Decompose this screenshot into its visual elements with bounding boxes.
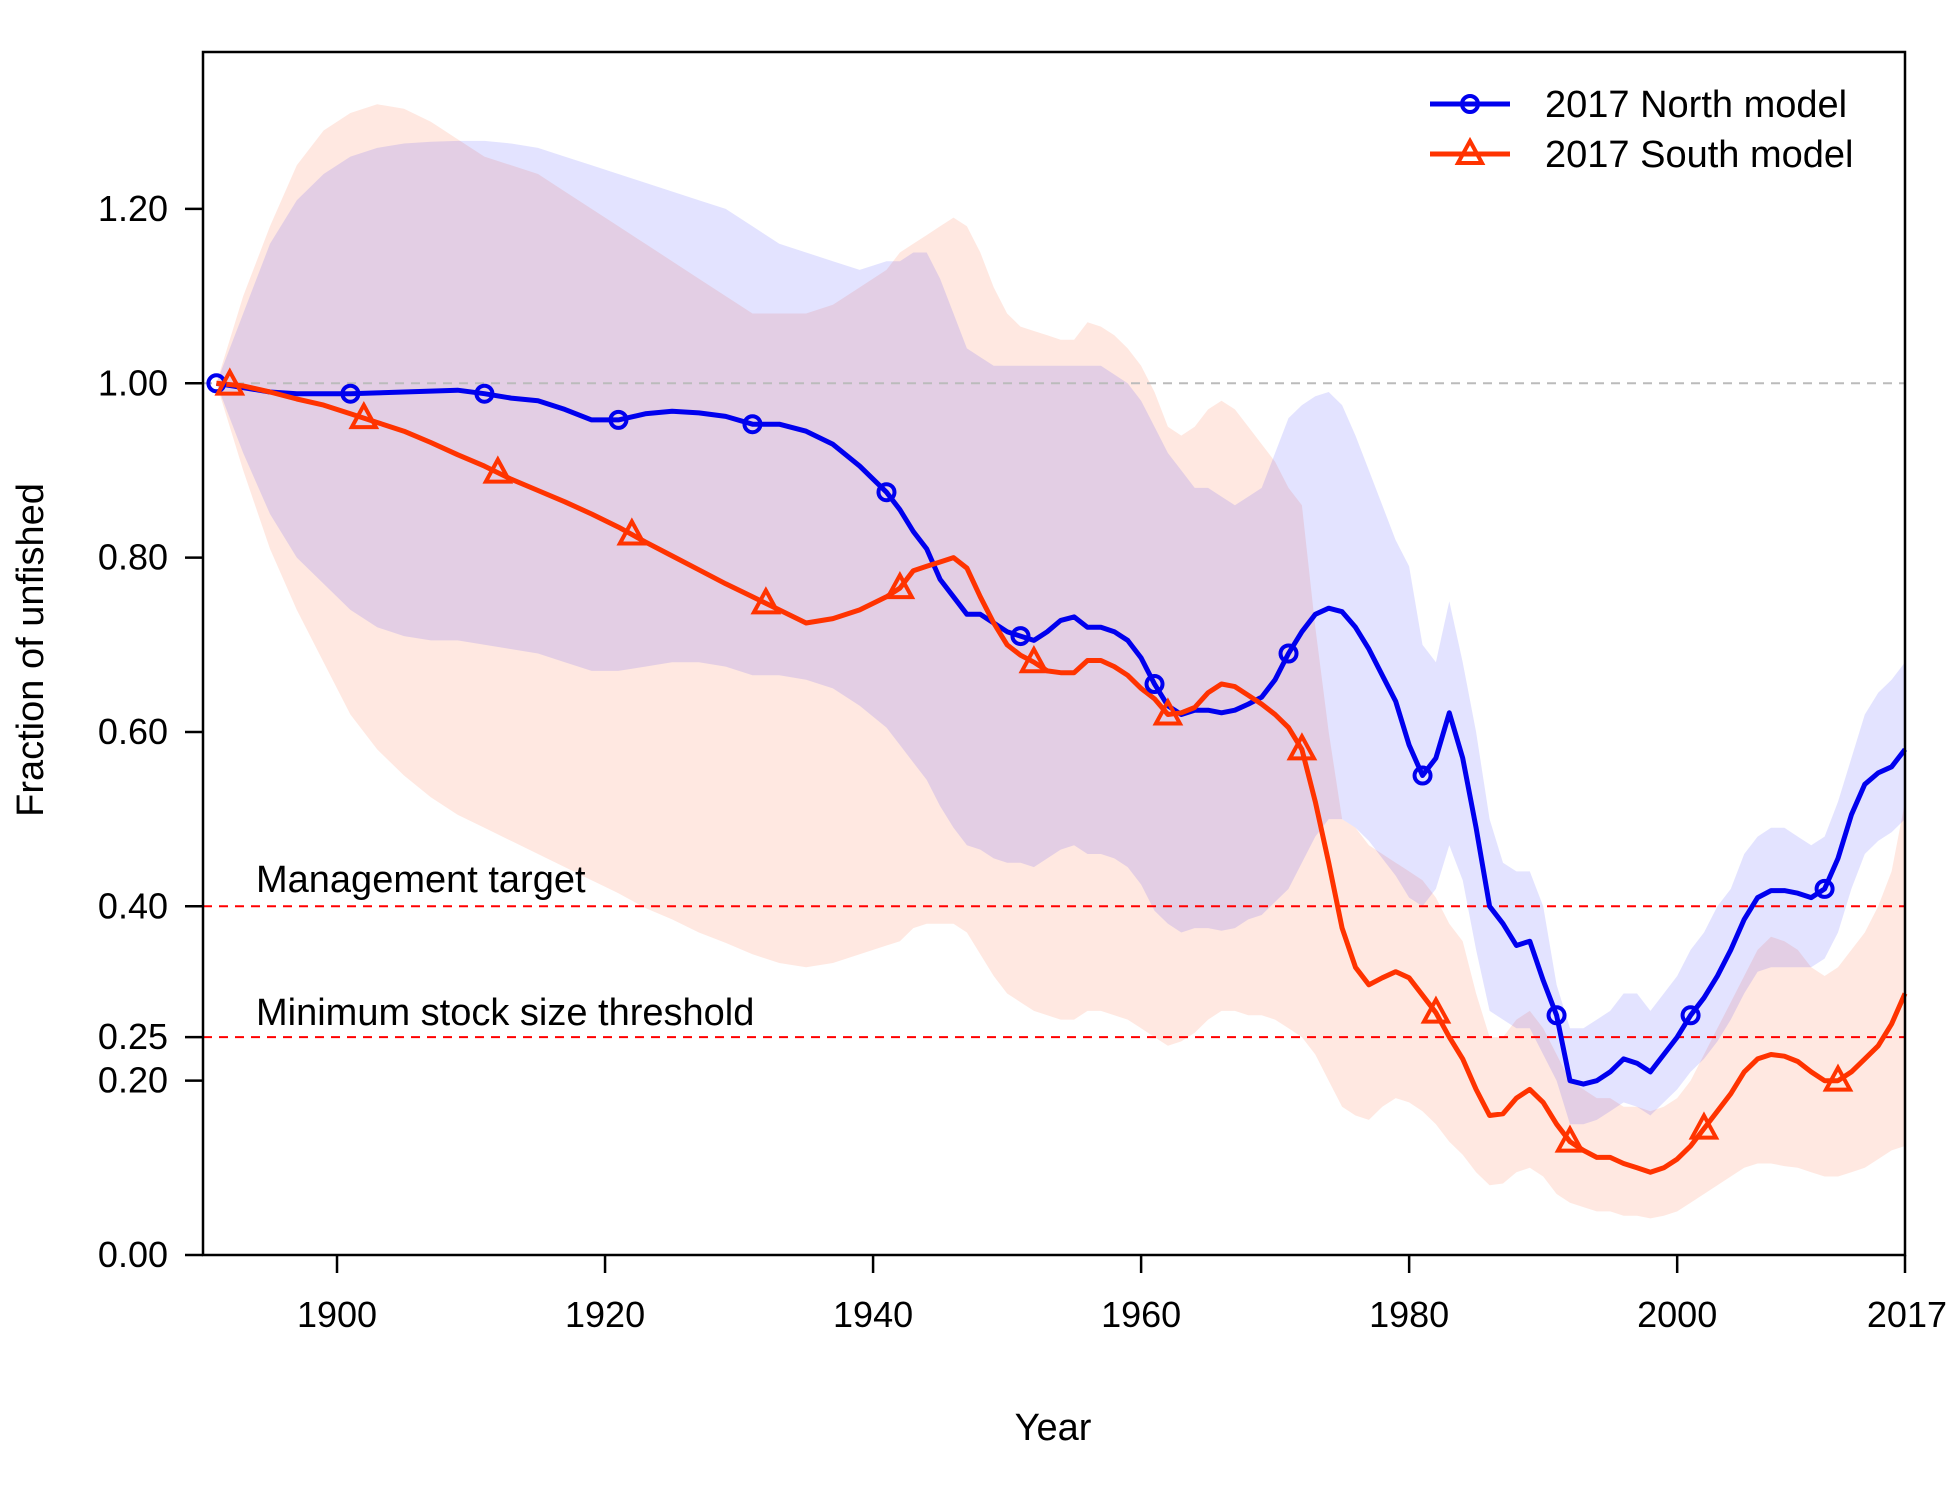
y-axis-title: Fraction of unfished [10, 483, 52, 817]
north-model-marker [1144, 674, 1165, 695]
minimum-threshold-label: Minimum stock size threshold [256, 992, 754, 1034]
south-model-line [216, 380, 1908, 1175]
uncertainty-bands [216, 104, 1905, 1219]
y-tick-label: 0.80 [98, 537, 168, 578]
legend: 2017 North model 2017 South model [1430, 84, 1853, 176]
legend-north-label: 2017 North model [1545, 84, 1847, 126]
y-tick-label: 0.20 [98, 1060, 168, 1101]
south-model-marker [750, 586, 782, 615]
series-lines [216, 380, 1908, 1175]
y-tick-label: 1.00 [98, 362, 168, 403]
x-tick-label: 2000 [1637, 1294, 1717, 1335]
north-model-marker [1546, 1005, 1567, 1026]
north-model-marker [1412, 765, 1433, 786]
y-tick-label: 0.40 [98, 885, 168, 926]
y-tick-label: 0.00 [98, 1234, 168, 1275]
y-tick-label: 0.25 [98, 1016, 168, 1057]
management-target-label: Management target [256, 859, 586, 901]
y-tick-label: 0.60 [98, 711, 168, 752]
north-model-marker [1278, 643, 1299, 664]
south-model-marker [1420, 995, 1452, 1024]
y-tick-label: 1.20 [98, 188, 168, 229]
north-model-marker [474, 383, 495, 404]
legend-north-marker [1460, 94, 1480, 114]
south-model-marker [482, 455, 514, 484]
south-model-marker [1822, 1063, 1854, 1092]
legend-south-marker [1454, 136, 1486, 165]
north-model-marker [608, 409, 629, 430]
x-tick-label: 1980 [1369, 1294, 1449, 1335]
south-model-marker [884, 570, 916, 600]
plot-frame [201, 50, 1907, 1257]
south-model-marker [1018, 645, 1050, 674]
north-model-marker [742, 414, 763, 435]
axes [185, 50, 1907, 1273]
reference-lines [203, 382, 1905, 1039]
south-model-marker [1286, 732, 1318, 761]
x-tick-label: 1920 [565, 1294, 645, 1335]
south-model-marker [1554, 1124, 1586, 1153]
x-tick-label: 2017 [1867, 1294, 1947, 1335]
south-model-marker [616, 517, 648, 546]
north-model-marker [876, 482, 897, 503]
south-model-marker [214, 367, 246, 396]
x-tick-label: 1900 [297, 1294, 377, 1335]
legend-south-label: 2017 South model [1545, 134, 1853, 176]
north-model-marker [1010, 626, 1031, 647]
tick-labels: 0.00 0.200.25 0.40 0.60 0.80 1.00 1.20 1900 1920… [98, 188, 1947, 1335]
north-model-marker [1680, 1005, 1701, 1026]
x-tick-label: 1940 [833, 1294, 913, 1335]
north-model-marker [340, 383, 361, 404]
south-model-marker [1688, 1111, 1720, 1140]
south-model-marker [348, 400, 380, 430]
north-model-marker [1814, 878, 1835, 899]
north-model-line [216, 380, 1907, 1087]
south-model-marker [1152, 697, 1184, 726]
series-markers [206, 367, 1854, 1153]
x-axis-title: Year [1015, 1407, 1092, 1449]
x-tick-label: 1960 [1101, 1294, 1181, 1335]
